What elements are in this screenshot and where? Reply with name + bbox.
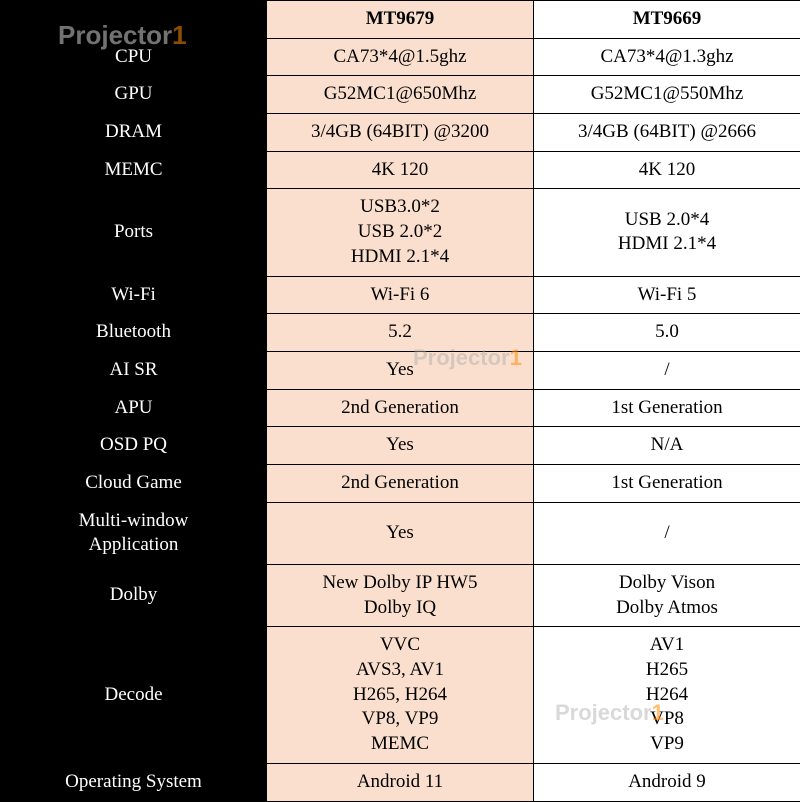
row-label: Decode [1,627,267,763]
row-label: MEMC [1,151,267,189]
table-row: MEMC4K 1204K 120 [1,151,800,189]
cell-col-a: Yes [267,427,534,465]
cell-col-a: New Dolby IP HW5Dolby IQ [267,565,534,627]
table-row: DRAM3/4GB (64BIT) @32003/4GB (64BIT) @26… [1,114,800,152]
header-col-a: MT9679 [267,1,534,39]
cell-col-b: 5.0 [534,314,800,352]
cell-col-a: 2nd Generation [267,389,534,427]
cell-col-b: G52MC1@550Mhz [534,76,800,114]
cell-col-b: USB 2.0*4HDMI 2.1*4 [534,189,800,276]
row-label: CPU [1,38,267,76]
table-row: AI SRYes/ [1,351,800,389]
cell-col-a: Yes [267,351,534,389]
table-row: Multi-windowApplicationYes/ [1,502,800,564]
cell-col-b: N/A [534,427,800,465]
table-row: GPUG52MC1@650MhzG52MC1@550Mhz [1,76,800,114]
cell-col-a: 4K 120 [267,151,534,189]
table-row: PortsUSB3.0*2USB 2.0*2HDMI 2.1*4USB 2.0*… [1,189,800,276]
cell-col-b: 1st Generation [534,464,800,502]
cell-col-b: CA73*4@1.3ghz [534,38,800,76]
table-header-row: MT9679 MT9669 [1,1,800,39]
table-row: DolbyNew Dolby IP HW5Dolby IQDolby Vison… [1,565,800,627]
cell-col-b: 1st Generation [534,389,800,427]
cell-col-a: 3/4GB (64BIT) @3200 [267,114,534,152]
table-row: DecodeVVCAVS3, AV1H265, H264VP8, VP9MEMC… [1,627,800,763]
row-label: APU [1,389,267,427]
table-row: CPUCA73*4@1.5ghzCA73*4@1.3ghz [1,38,800,76]
row-label: Ports [1,189,267,276]
cell-col-a: 5.2 [267,314,534,352]
row-label: Wi-Fi [1,276,267,314]
row-label: DRAM [1,114,267,152]
cell-col-a: USB3.0*2USB 2.0*2HDMI 2.1*4 [267,189,534,276]
table-row: Cloud Game2nd Generation1st Generation [1,464,800,502]
row-label: Bluetooth [1,314,267,352]
cell-col-b: Dolby VisonDolby Atmos [534,565,800,627]
header-label-cell [1,1,267,39]
row-label: Multi-windowApplication [1,502,267,564]
row-label: OSD PQ [1,427,267,465]
row-label: Dolby [1,565,267,627]
comparison-table: MT9679 MT9669 CPUCA73*4@1.5ghzCA73*4@1.3… [0,0,800,802]
row-label: Cloud Game [1,464,267,502]
table-row: Bluetooth5.25.0 [1,314,800,352]
cell-col-b: Wi-Fi 5 [534,276,800,314]
cell-col-b: AV1H265H264VP8VP9 [534,627,800,763]
row-label: GPU [1,76,267,114]
cell-col-b: 4K 120 [534,151,800,189]
table-row: Wi-FiWi-Fi 6Wi-Fi 5 [1,276,800,314]
cell-col-a: G52MC1@650Mhz [267,76,534,114]
row-label: Operating System [1,763,267,801]
cell-col-a: CA73*4@1.5ghz [267,38,534,76]
cell-col-a: 2nd Generation [267,464,534,502]
cell-col-b: / [534,351,800,389]
comparison-table-container: Projector1 Projector1 Projector1 MT9679 … [0,0,800,773]
cell-col-a: Yes [267,502,534,564]
row-label: AI SR [1,351,267,389]
table-row: APU2nd Generation1st Generation [1,389,800,427]
table-row: Operating SystemAndroid 11Android 9 [1,763,800,801]
cell-col-b: Android 9 [534,763,800,801]
cell-col-b: 3/4GB (64BIT) @2666 [534,114,800,152]
table-row: OSD PQYesN/A [1,427,800,465]
cell-col-a: VVCAVS3, AV1H265, H264VP8, VP9MEMC [267,627,534,763]
cell-col-b: / [534,502,800,564]
cell-col-a: Android 11 [267,763,534,801]
header-col-b: MT9669 [534,1,800,39]
cell-col-a: Wi-Fi 6 [267,276,534,314]
